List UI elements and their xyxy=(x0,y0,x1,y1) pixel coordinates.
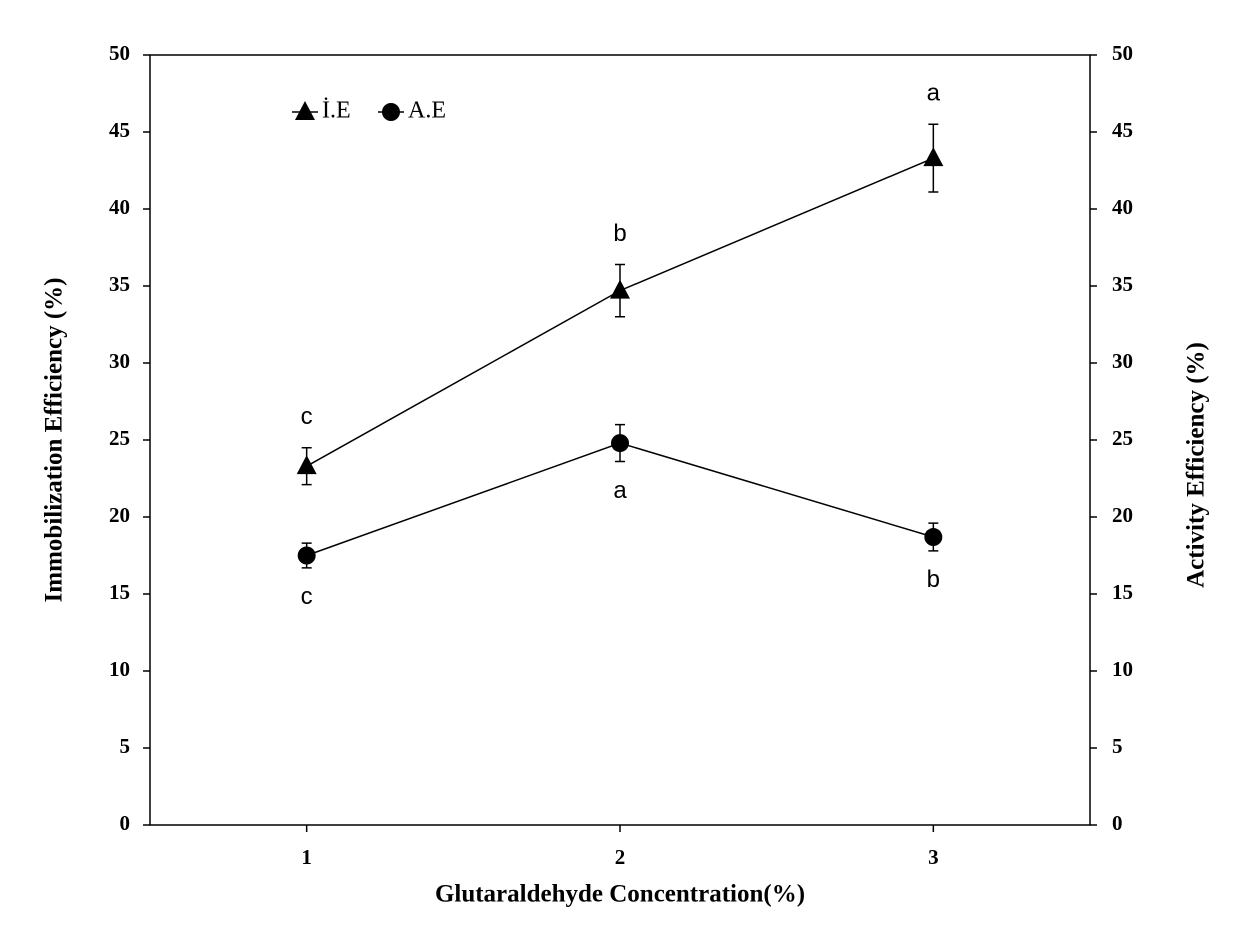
y2-tick-label: 25 xyxy=(1112,426,1133,450)
x-tick-label: 3 xyxy=(928,845,939,869)
annotation: b xyxy=(927,566,940,593)
y-tick-label: 40 xyxy=(109,195,130,219)
annotation: c xyxy=(301,583,313,610)
y2-tick-label: 50 xyxy=(1112,41,1133,65)
marker xyxy=(295,101,315,120)
y-tick-label: 5 xyxy=(120,734,131,758)
y2-tick-label: 20 xyxy=(1112,503,1133,527)
marker xyxy=(923,147,944,167)
y-axis-title: Immobilization Efficiency (%) xyxy=(41,278,68,603)
y-tick-label: 45 xyxy=(109,118,130,142)
annotation: a xyxy=(927,80,941,107)
y2-tick-label: 30 xyxy=(1112,349,1133,373)
y-tick-label: 25 xyxy=(109,426,130,450)
y-tick-label: 15 xyxy=(109,580,130,604)
y-tick-label: 50 xyxy=(109,41,130,65)
y2-tick-label: 15 xyxy=(1112,580,1133,604)
y-tick-label: 35 xyxy=(109,272,130,296)
marker xyxy=(611,434,629,453)
marker xyxy=(924,528,943,547)
marker xyxy=(296,455,317,475)
marker xyxy=(610,279,630,299)
annotation: c xyxy=(301,403,313,430)
y2-axis-title: Activity Efficiency (%) xyxy=(1183,342,1210,588)
y-tick-label: 30 xyxy=(109,349,130,373)
x-tick-label: 1 xyxy=(301,845,312,869)
annotation: b xyxy=(613,220,626,247)
y2-tick-label: 45 xyxy=(1112,118,1133,142)
y2-tick-label: 0 xyxy=(1112,811,1123,835)
y2-tick-label: 40 xyxy=(1112,195,1133,219)
legend-label: İ.E xyxy=(322,98,351,124)
y-tick-label: 10 xyxy=(109,657,130,681)
x-axis-title: Glutaraldehyde Concentration(%) xyxy=(435,881,805,908)
marker xyxy=(382,103,400,121)
y2-tick-label: 10 xyxy=(1112,657,1133,681)
x-tick-label: 2 xyxy=(615,845,626,869)
y2-tick-label: 5 xyxy=(1112,734,1123,758)
y-tick-label: 20 xyxy=(109,503,130,527)
marker xyxy=(297,546,316,565)
annotation: a xyxy=(613,477,627,504)
legend-label: A.E xyxy=(408,98,446,124)
y2-tick-label: 35 xyxy=(1112,272,1133,296)
y-tick-label: 0 xyxy=(120,811,131,835)
